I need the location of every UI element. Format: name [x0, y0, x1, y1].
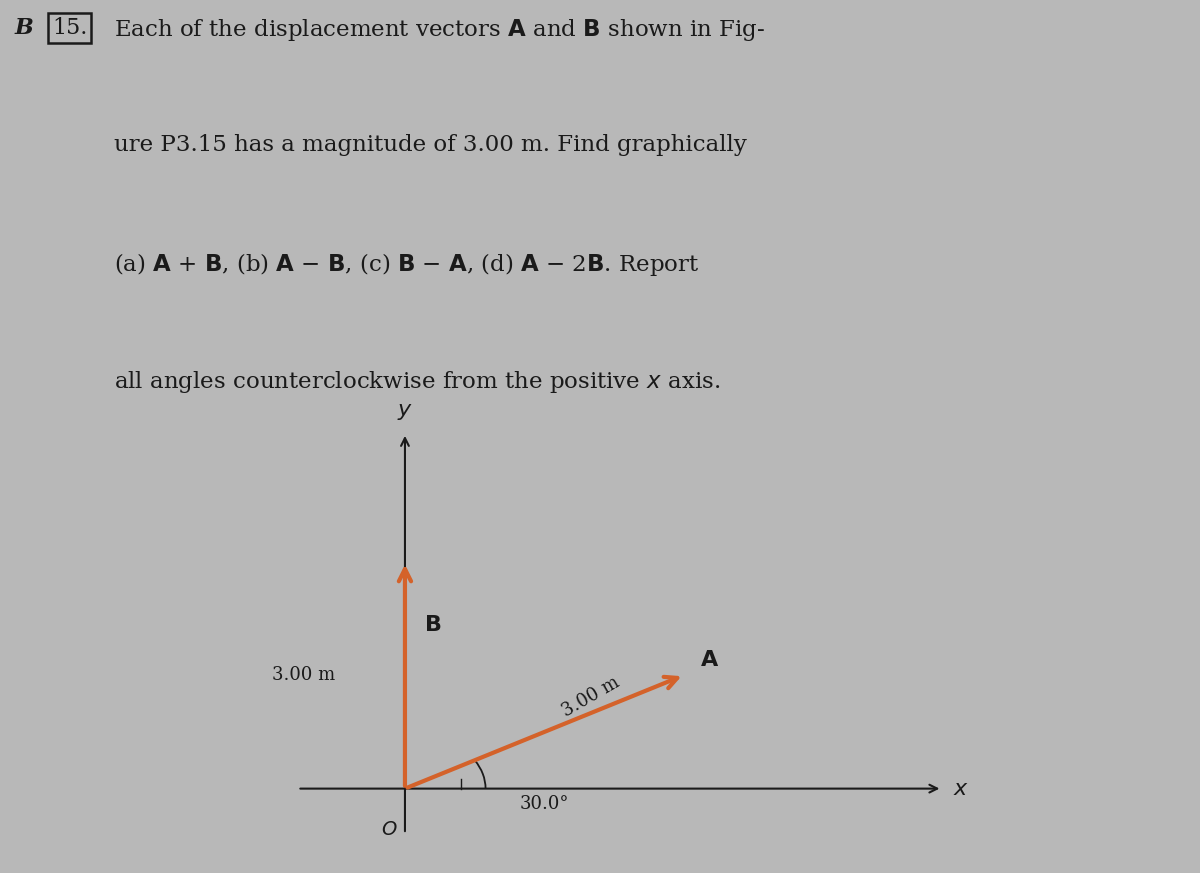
Text: (a) $\mathbf{A}$ + $\mathbf{B}$, (b) $\mathbf{A}$ $-$ $\mathbf{B}$, (c) $\mathbf: (a) $\mathbf{A}$ + $\mathbf{B}$, (b) $\m… [114, 251, 700, 278]
Text: Each of the displacement vectors $\mathbf{A}$ and $\mathbf{B}$ shown in Fig-: Each of the displacement vectors $\mathb… [114, 17, 766, 43]
Text: B: B [14, 17, 34, 38]
Text: 3.00 m: 3.00 m [559, 673, 623, 720]
Text: all angles counterclockwise from the positive $x$ axis.: all angles counterclockwise from the pos… [114, 368, 720, 395]
Text: $O$: $O$ [380, 821, 397, 839]
Text: $y$: $y$ [397, 400, 413, 422]
Text: $\mathbf{A}$: $\mathbf{A}$ [701, 650, 719, 671]
Text: ure P3.15 has a magnitude of 3.00 m. Find graphically: ure P3.15 has a magnitude of 3.00 m. Fin… [114, 134, 746, 156]
Text: 15.: 15. [52, 17, 88, 38]
Text: 3.00 m: 3.00 m [272, 666, 335, 684]
Text: 30.0°: 30.0° [520, 794, 569, 813]
Text: $\mathbf{B}$: $\mathbf{B}$ [425, 615, 442, 636]
Text: $x$: $x$ [953, 778, 968, 800]
